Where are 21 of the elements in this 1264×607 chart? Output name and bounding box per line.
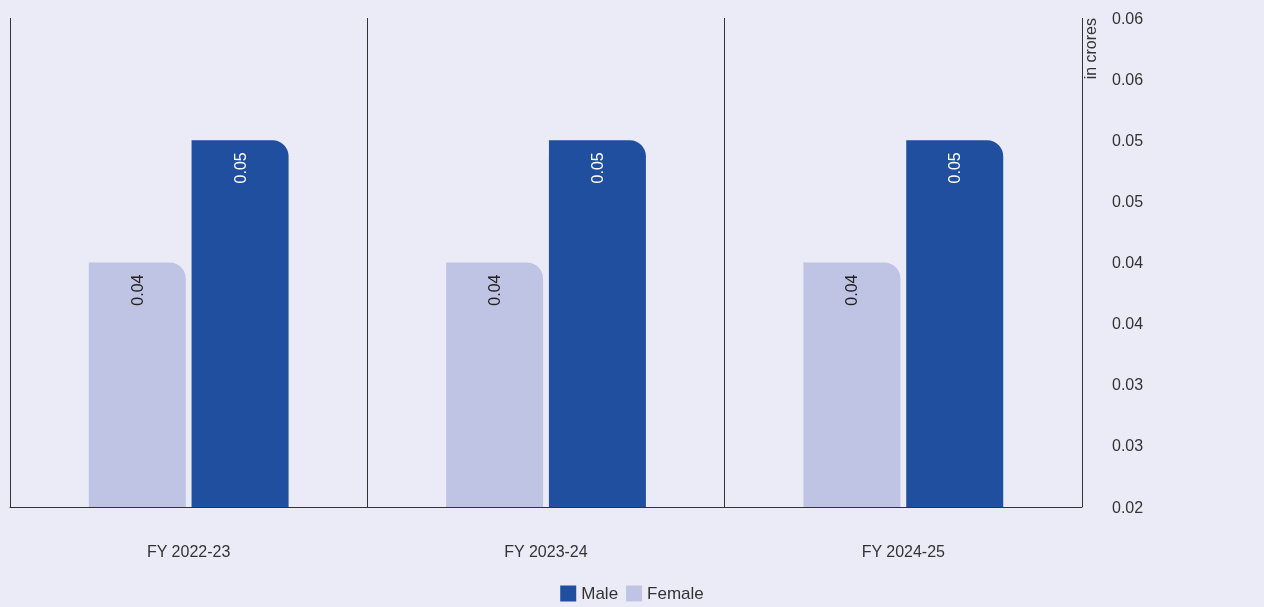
y-tick-label: 0.03 [1112, 437, 1144, 455]
y-tick-label: 0.05 [1112, 192, 1144, 210]
y-tick-label: 0.04 [1112, 315, 1144, 333]
y-tick-label: 0.06 [1112, 9, 1144, 27]
x-tick-label: FY 2022-23 [147, 542, 231, 560]
x-tick-label: FY 2024-25 [861, 542, 946, 560]
x-tick-label: FY 2023-24 [504, 542, 588, 560]
data-label: 0.04 [843, 274, 861, 306]
legend-label: Female [647, 584, 704, 603]
data-label: 0.04 [486, 274, 504, 306]
data-label: 0.05 [946, 152, 964, 184]
y-tick-label: 0.02 [1112, 498, 1144, 516]
y-axis-title: in crores [1081, 18, 1099, 80]
y-tick-label: 0.05 [1112, 131, 1144, 149]
y-tick-label: 0.03 [1112, 376, 1144, 394]
legend-label: Male [581, 584, 619, 603]
data-label: 0.05 [231, 152, 249, 184]
y-tick-label: 0.06 [1112, 70, 1144, 88]
data-label: 0.05 [588, 152, 606, 184]
data-label: 0.04 [128, 274, 146, 306]
y-tick-label: 0.04 [1112, 254, 1144, 271]
